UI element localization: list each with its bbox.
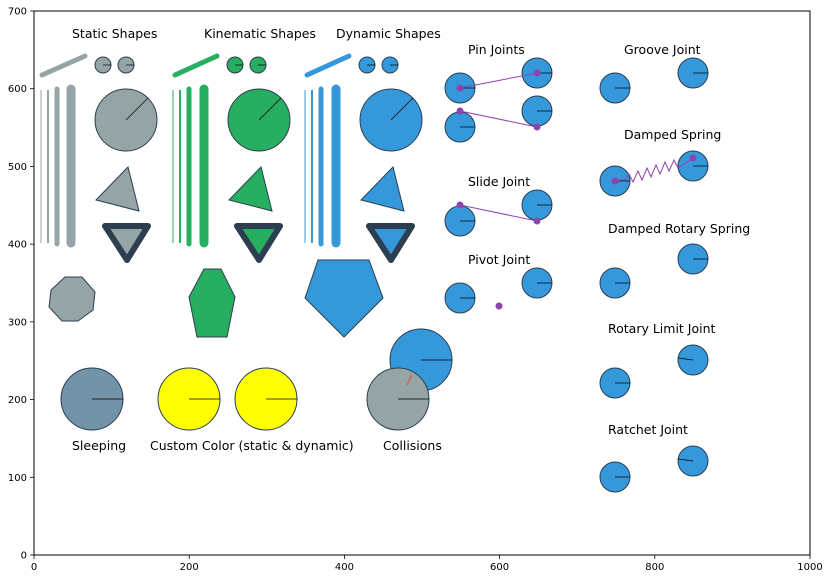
dynamic-pentagon	[304, 259, 384, 338]
damped-spring-coil	[614, 157, 694, 184]
label-sleeping: Sleeping	[72, 438, 126, 453]
kinematic-shapes-group	[172, 53, 291, 338]
label-pivot-joint: Pivot Joint	[468, 252, 530, 267]
pin-joint-link	[459, 72, 538, 89]
bottom-row-group	[60, 328, 453, 431]
label-damped-rotary-spring: Damped Rotary Spring	[608, 221, 750, 236]
x-axis: 0 200 400 600 800 1000	[31, 555, 823, 573]
x-tick-label: 600	[490, 562, 509, 573]
y-axis: 0 100 200 300 400 500 600 700	[8, 7, 34, 562]
x-tick-label: 200	[180, 562, 199, 573]
kinematic-triangle	[228, 166, 273, 212]
label-custom-color: Custom Color (static & dynamic)	[150, 438, 354, 453]
kinematic-outlined-triangle	[234, 223, 283, 263]
x-tick-label: 800	[645, 562, 664, 573]
x-tick-label: 400	[335, 562, 354, 573]
label-dynamic-shapes: Dynamic Shapes	[336, 26, 441, 41]
y-tick-label: 600	[8, 84, 27, 95]
label-collisions: Collisions	[383, 438, 442, 453]
kinematic-segment	[172, 53, 220, 78]
y-tick-label: 500	[8, 162, 27, 173]
collision-contact-mark	[406, 374, 413, 386]
y-tick-label: 300	[8, 317, 27, 328]
x-tick-label: 0	[31, 562, 37, 573]
y-tick-label: 400	[8, 240, 27, 251]
dynamic-outlined-triangle	[366, 223, 415, 263]
joints-column-right	[599, 57, 709, 493]
label-slide-joint: Slide Joint	[468, 174, 530, 189]
static-octagon	[48, 276, 96, 322]
static-triangle	[95, 166, 140, 212]
dynamic-shapes-group	[304, 53, 423, 338]
y-tick-label: 0	[21, 551, 27, 562]
label-pin-joints: Pin Joints	[468, 42, 525, 57]
y-tick-label: 200	[8, 395, 27, 406]
kinematic-hexagon	[188, 268, 236, 338]
y-tick-label: 700	[8, 7, 27, 18]
static-outlined-triangle	[102, 223, 151, 263]
pivot-point	[495, 302, 503, 310]
static-shapes-group	[39, 53, 158, 322]
slide-joint-link	[459, 204, 538, 222]
label-kinematic-shapes: Kinematic Shapes	[204, 26, 316, 41]
label-damped-spring: Damped Spring	[624, 127, 721, 142]
label-ratchet-joint: Ratchet Joint	[608, 422, 688, 437]
pin-joint-link	[459, 110, 538, 128]
x-tick-label: 1000	[797, 562, 822, 573]
label-static-shapes: Static Shapes	[72, 26, 157, 41]
joints-column-left	[444, 57, 553, 314]
dynamic-segment	[304, 53, 352, 78]
static-segment	[39, 53, 88, 78]
dynamic-triangle	[360, 166, 405, 212]
label-groove-joint: Groove Joint	[624, 42, 701, 57]
y-tick-label: 100	[8, 473, 27, 484]
label-rotary-limit-joint: Rotary Limit Joint	[608, 321, 716, 336]
